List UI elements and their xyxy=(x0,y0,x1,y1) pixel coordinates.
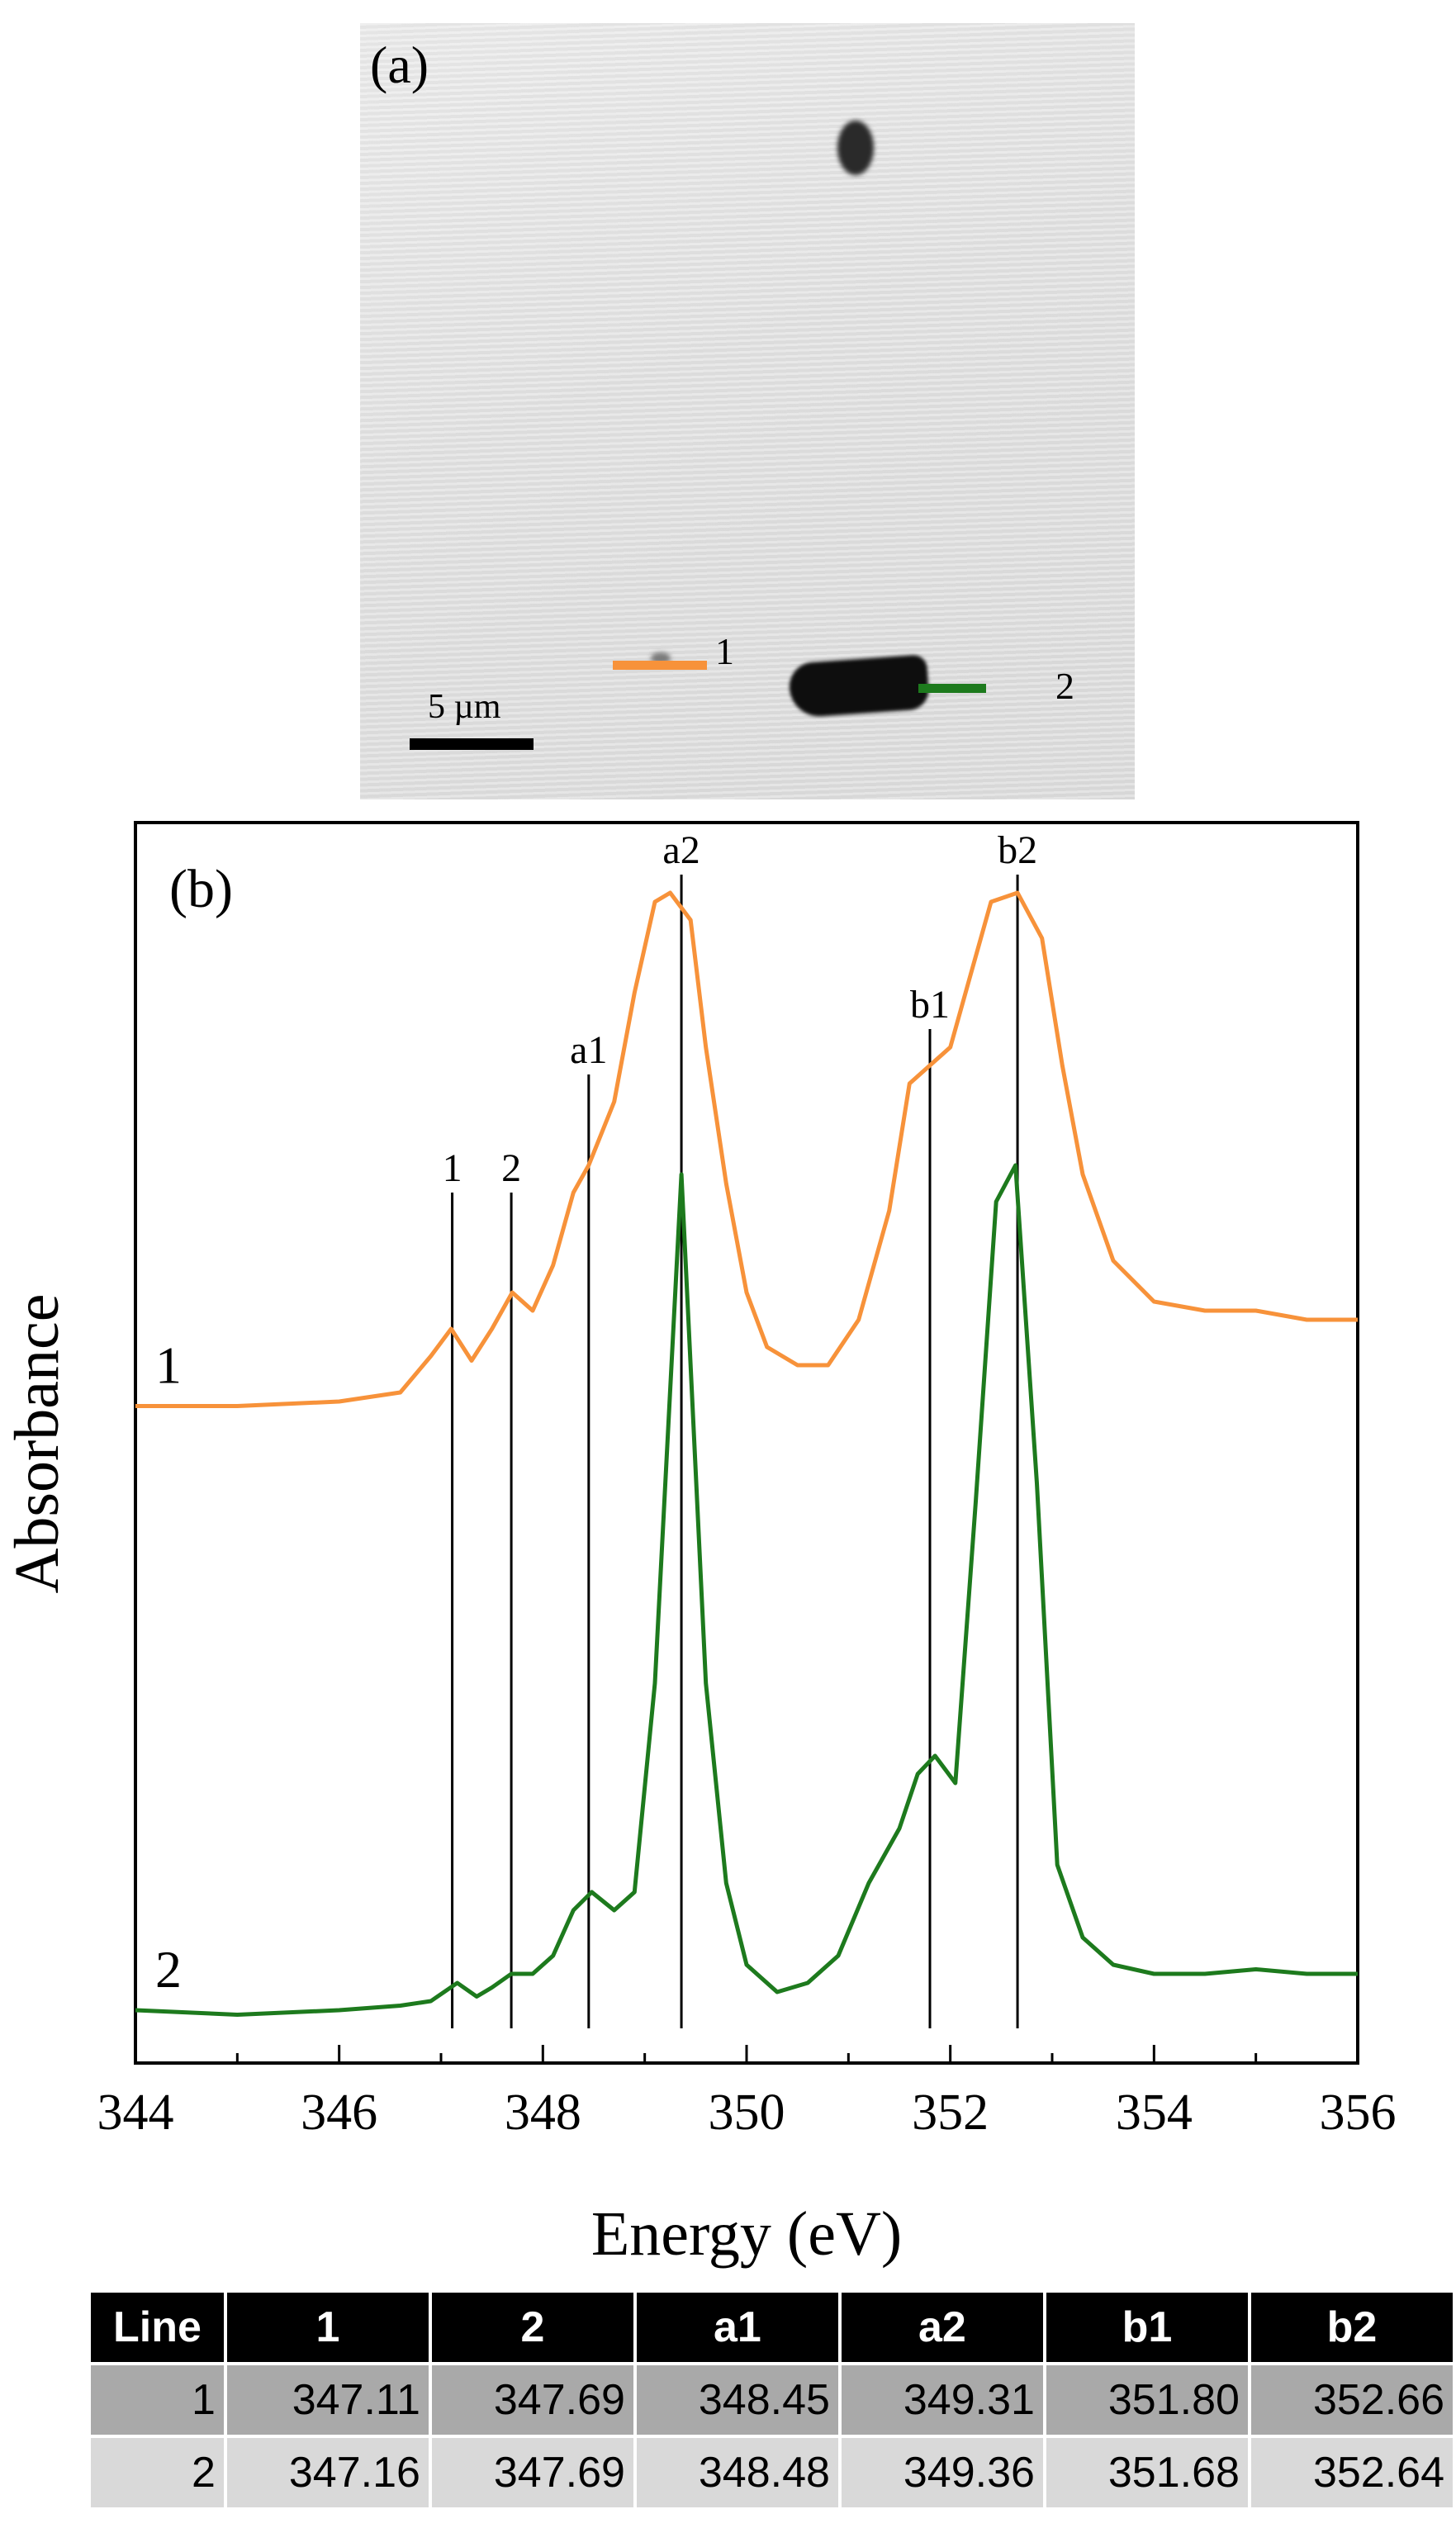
table-cell: 1 xyxy=(91,2364,227,2438)
table-header-cell: a1 xyxy=(634,2293,842,2365)
table-header-cell: a2 xyxy=(839,2293,1046,2365)
line-marker-1 xyxy=(613,661,707,670)
table-header-cell: 2 xyxy=(429,2293,637,2365)
table-cell: 348.48 xyxy=(634,2436,842,2511)
table-cell: 349.31 xyxy=(839,2364,1046,2438)
table-cell: 351.80 xyxy=(1044,2364,1251,2438)
scale-bar xyxy=(410,738,534,750)
vertical-markers: 1 2 a1 a2 b1 b2 xyxy=(443,828,1037,2028)
table-cell: 352.64 xyxy=(1249,2436,1456,2511)
micrograph-texture xyxy=(360,23,1135,799)
x-tick-label: 350 xyxy=(709,2085,785,2141)
table-cell: 348.45 xyxy=(634,2364,842,2438)
series-labels: 12 xyxy=(155,1336,182,1999)
table-header-cell: Line xyxy=(91,2293,227,2365)
series-label-2: 2 xyxy=(155,1940,182,1999)
table-header-cell: 1 xyxy=(225,2293,432,2365)
series-lines xyxy=(135,890,1358,2017)
x-tick-label: 354 xyxy=(1116,2085,1193,2141)
table-cell: 347.16 xyxy=(225,2436,432,2511)
line-marker-1-label: 1 xyxy=(715,630,734,672)
line-marker-2 xyxy=(918,684,986,693)
peak-marker-label-a1: a1 xyxy=(570,1028,607,1072)
x-axis-label: Energy (eV) xyxy=(591,2199,902,2269)
series-line-2 xyxy=(135,1163,1358,2017)
plot-frame xyxy=(134,821,1359,2065)
table-header-row: Line 1 2 a1 a2 b1 b2 xyxy=(91,2293,1456,2365)
table-cell: 352.66 xyxy=(1249,2364,1456,2438)
particle-large xyxy=(787,654,931,719)
table-cell: 347.69 xyxy=(429,2436,637,2511)
table-row: 1 347.11 347.69 348.45 349.31 351.80 352… xyxy=(91,2364,1456,2438)
peak-marker-label-b1: b1 xyxy=(910,983,950,1027)
table-cell: 2 xyxy=(91,2436,227,2511)
table-row: 2 347.16 347.69 348.48 349.36 351.68 352… xyxy=(91,2436,1456,2511)
x-tick-label: 352 xyxy=(912,2085,989,2141)
peak-marker-label-2: 2 xyxy=(501,1146,521,1190)
peak-marker-label-b2: b2 xyxy=(998,828,1037,872)
series-label-1: 1 xyxy=(155,1336,182,1395)
table-cell: 349.36 xyxy=(839,2436,1046,2511)
panel-a-label: (a) xyxy=(370,36,429,94)
x-tick-label: 356 xyxy=(1320,2085,1397,2141)
x-tick-label: 344 xyxy=(97,2085,174,2141)
table-cell: 347.69 xyxy=(429,2364,637,2438)
line-marker-2-label: 2 xyxy=(1055,665,1074,707)
x-tick-label: 346 xyxy=(301,2085,377,2141)
table-cell: 351.68 xyxy=(1044,2436,1251,2511)
y-axis-label: Absorbance xyxy=(2,1294,72,1594)
peak-table: Line 1 2 a1 a2 b1 b2 1 347.11 347.69 348… xyxy=(91,2293,1456,2511)
series-line-1 xyxy=(135,890,1358,1408)
particle-top xyxy=(837,121,874,175)
scale-bar-label: 5 µm xyxy=(428,688,501,726)
table-header-cell: b2 xyxy=(1249,2293,1456,2365)
table-cell: 347.11 xyxy=(225,2364,432,2438)
x-tick-label: 348 xyxy=(505,2085,581,2141)
table-header-cell: b1 xyxy=(1044,2293,1251,2365)
peak-marker-label-1: 1 xyxy=(443,1146,462,1190)
micrograph-image: (a) 1 2 5 µm xyxy=(360,23,1135,799)
panel-b-label: (b) xyxy=(169,859,233,919)
peak-marker-label-a2: a2 xyxy=(662,828,700,872)
x-axis-ticks: 344 346 348 350 352 354 356 xyxy=(97,2045,1397,2141)
